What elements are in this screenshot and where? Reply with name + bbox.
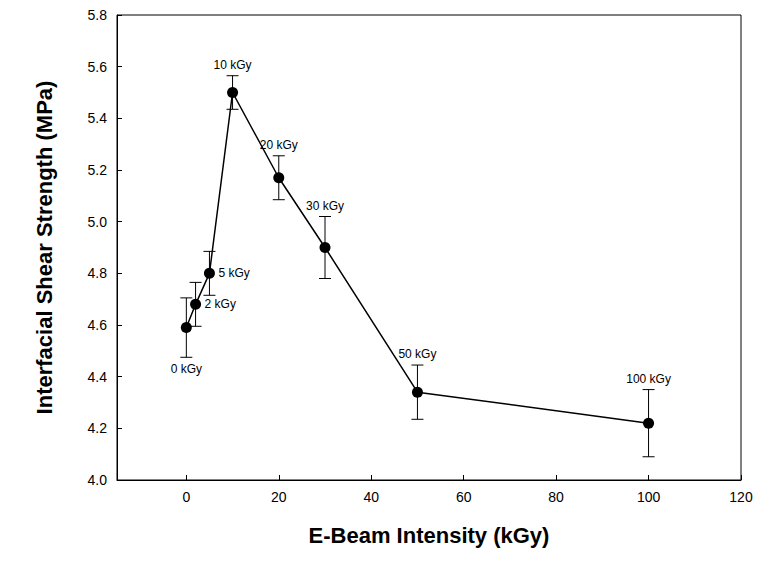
svg-text:100 kGy: 100 kGy [626, 372, 671, 386]
svg-text:80: 80 [548, 489, 564, 505]
svg-text:4.4: 4.4 [88, 369, 108, 385]
svg-text:5.0: 5.0 [88, 214, 108, 230]
svg-text:5.2: 5.2 [88, 162, 108, 178]
svg-text:Interfacial Shear Strength (MP: Interfacial Shear Strength (MPa) [32, 81, 57, 415]
svg-text:4.8: 4.8 [88, 265, 108, 281]
svg-text:5.4: 5.4 [88, 110, 108, 126]
svg-text:30 kGy: 30 kGy [306, 199, 344, 213]
svg-text:20 kGy: 20 kGy [260, 138, 298, 152]
svg-text:E-Beam Intensity (kGy): E-Beam Intensity (kGy) [309, 523, 550, 548]
svg-text:40: 40 [363, 489, 379, 505]
svg-text:100: 100 [637, 489, 661, 505]
svg-text:50 kGy: 50 kGy [398, 347, 436, 361]
svg-text:0: 0 [182, 489, 190, 505]
svg-text:60: 60 [456, 489, 472, 505]
svg-text:0 kGy: 0 kGy [171, 362, 202, 376]
svg-text:120: 120 [729, 489, 753, 505]
svg-text:4.0: 4.0 [88, 472, 108, 488]
svg-text:10 kGy: 10 kGy [214, 58, 252, 72]
svg-text:2 kGy: 2 kGy [205, 297, 236, 311]
svg-text:5.6: 5.6 [88, 59, 108, 75]
svg-text:20: 20 [271, 489, 287, 505]
svg-text:4.2: 4.2 [88, 420, 108, 436]
svg-text:5 kGy: 5 kGy [218, 266, 249, 280]
svg-text:4.6: 4.6 [88, 317, 108, 333]
svg-text:5.8: 5.8 [88, 7, 108, 23]
